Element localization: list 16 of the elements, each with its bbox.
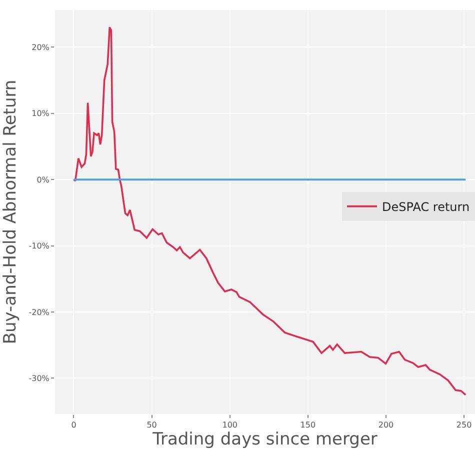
legend-label: DeSPAC return (382, 200, 470, 214)
x-tick-label: 50 (146, 420, 157, 430)
x-tick-label: 250 (456, 420, 472, 430)
y-tick-label: 20% (32, 42, 50, 52)
y-tick-label: -20% (28, 308, 50, 317)
y-tick-label: -30% (28, 374, 50, 384)
y-tick-label: -10% (28, 242, 50, 251)
y-axis-title: Buy-and-Hold Abnormal Return (0, 80, 20, 344)
x-axis-title: Trading days since merger (152, 430, 378, 450)
line-series (72, 26, 467, 396)
x-tick-label: 100 (222, 420, 238, 430)
y-tick-label: 10% (32, 109, 50, 118)
x-tick-label: 150 (300, 420, 316, 430)
y-tick-label: 0% (36, 175, 50, 184)
x-tick-label: 0 (71, 420, 76, 430)
x-tick-label: 200 (378, 420, 394, 430)
